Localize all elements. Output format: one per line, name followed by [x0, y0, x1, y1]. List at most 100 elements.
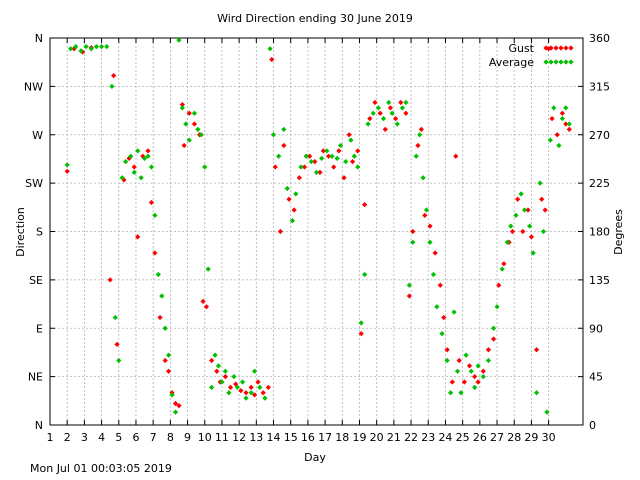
point-average	[343, 159, 349, 165]
x-tick-label: 14	[267, 431, 281, 444]
x-tick-label: 11	[215, 431, 229, 444]
point-gust	[166, 368, 172, 374]
point-average	[380, 116, 387, 122]
x-tick-label: 1	[47, 431, 54, 444]
point-average	[152, 212, 158, 218]
point-average	[566, 121, 572, 127]
point-gust	[549, 116, 555, 122]
point-average	[131, 169, 137, 175]
x-tick-label: 15	[284, 431, 298, 444]
point-average	[145, 153, 151, 159]
point-average	[284, 185, 290, 192]
y-tick-label-left: N	[35, 32, 43, 45]
point-gust	[252, 392, 258, 398]
point-average	[123, 159, 129, 165]
point-gust	[444, 347, 450, 353]
point-average	[358, 320, 364, 326]
y-tick-label-right: 225	[589, 177, 610, 190]
point-gust	[243, 390, 249, 396]
point-average	[537, 180, 543, 186]
x-tick-label: 28	[507, 431, 521, 444]
point-average	[410, 239, 416, 245]
point-average	[518, 191, 524, 197]
point-gust	[398, 99, 404, 106]
point-gust	[325, 153, 332, 159]
x-tick-label: 26	[473, 431, 487, 444]
legend-average-label: Average	[489, 56, 534, 69]
point-gust	[233, 381, 239, 387]
x-tick-label: 18	[335, 431, 349, 444]
point-average	[262, 395, 268, 401]
point-average	[527, 223, 533, 229]
y-tick-label-left: E	[36, 322, 43, 335]
point-gust	[566, 126, 572, 132]
point-average	[155, 271, 161, 278]
y-tick-label-right: 315	[589, 80, 610, 93]
point-gust	[111, 73, 117, 79]
point-gust	[191, 121, 198, 127]
point-average	[191, 110, 198, 116]
point-gust	[525, 207, 531, 213]
point-gust	[501, 261, 507, 267]
point-average	[215, 363, 222, 369]
point-average	[563, 105, 569, 111]
point-average	[434, 304, 440, 310]
point-gust	[472, 374, 478, 380]
point-average	[109, 83, 115, 89]
point-gust	[172, 400, 179, 407]
series-gust	[64, 45, 572, 409]
point-average	[389, 110, 395, 116]
point-gust	[427, 223, 433, 229]
point-average	[239, 379, 246, 385]
point-average	[78, 48, 84, 54]
point-average	[73, 44, 79, 50]
point-average	[348, 137, 354, 143]
y-tick-label-left: N	[35, 419, 43, 432]
point-gust	[181, 142, 187, 149]
point-gust	[466, 363, 473, 369]
point-average	[186, 137, 192, 143]
point-average	[219, 379, 225, 385]
legend-marker-gust	[563, 45, 569, 51]
x-tick-label: 23	[421, 431, 435, 444]
legend-marker-gust	[548, 45, 554, 51]
point-average	[540, 228, 547, 235]
point-average	[88, 46, 94, 52]
point-average	[68, 46, 74, 52]
legend-marker-gust	[543, 45, 549, 51]
legend-marker-average	[558, 59, 564, 65]
point-average	[544, 409, 550, 415]
point-gust	[64, 168, 70, 174]
point-average	[406, 282, 412, 288]
point-gust	[331, 164, 337, 170]
point-gust	[358, 331, 364, 337]
point-average	[444, 357, 450, 364]
x-tick-label: 20	[370, 431, 384, 444]
legend-marker-gust	[553, 45, 559, 51]
point-gust	[496, 282, 502, 288]
point-average	[308, 159, 314, 165]
point-gust	[286, 196, 292, 202]
point-gust	[296, 175, 302, 181]
point-average	[427, 239, 433, 245]
point-average	[530, 250, 536, 256]
point-gust	[214, 368, 220, 374]
y-tick-label-right: 270	[589, 129, 610, 142]
y-tick-label-right: 180	[589, 226, 610, 239]
x-tick-label: 16	[301, 431, 315, 444]
legend-marker-average	[563, 59, 569, 65]
legend-marker-gust	[558, 45, 564, 51]
point-gust	[403, 110, 409, 116]
point-average	[463, 352, 469, 358]
point-average	[329, 153, 335, 159]
point-gust	[559, 110, 565, 116]
point-gust	[382, 126, 388, 132]
point-average	[413, 153, 419, 159]
point-gust	[355, 148, 361, 154]
point-average	[386, 99, 392, 106]
point-gust	[367, 116, 373, 122]
point-average	[162, 325, 168, 331]
point-average	[337, 142, 344, 149]
point-average	[480, 374, 486, 380]
